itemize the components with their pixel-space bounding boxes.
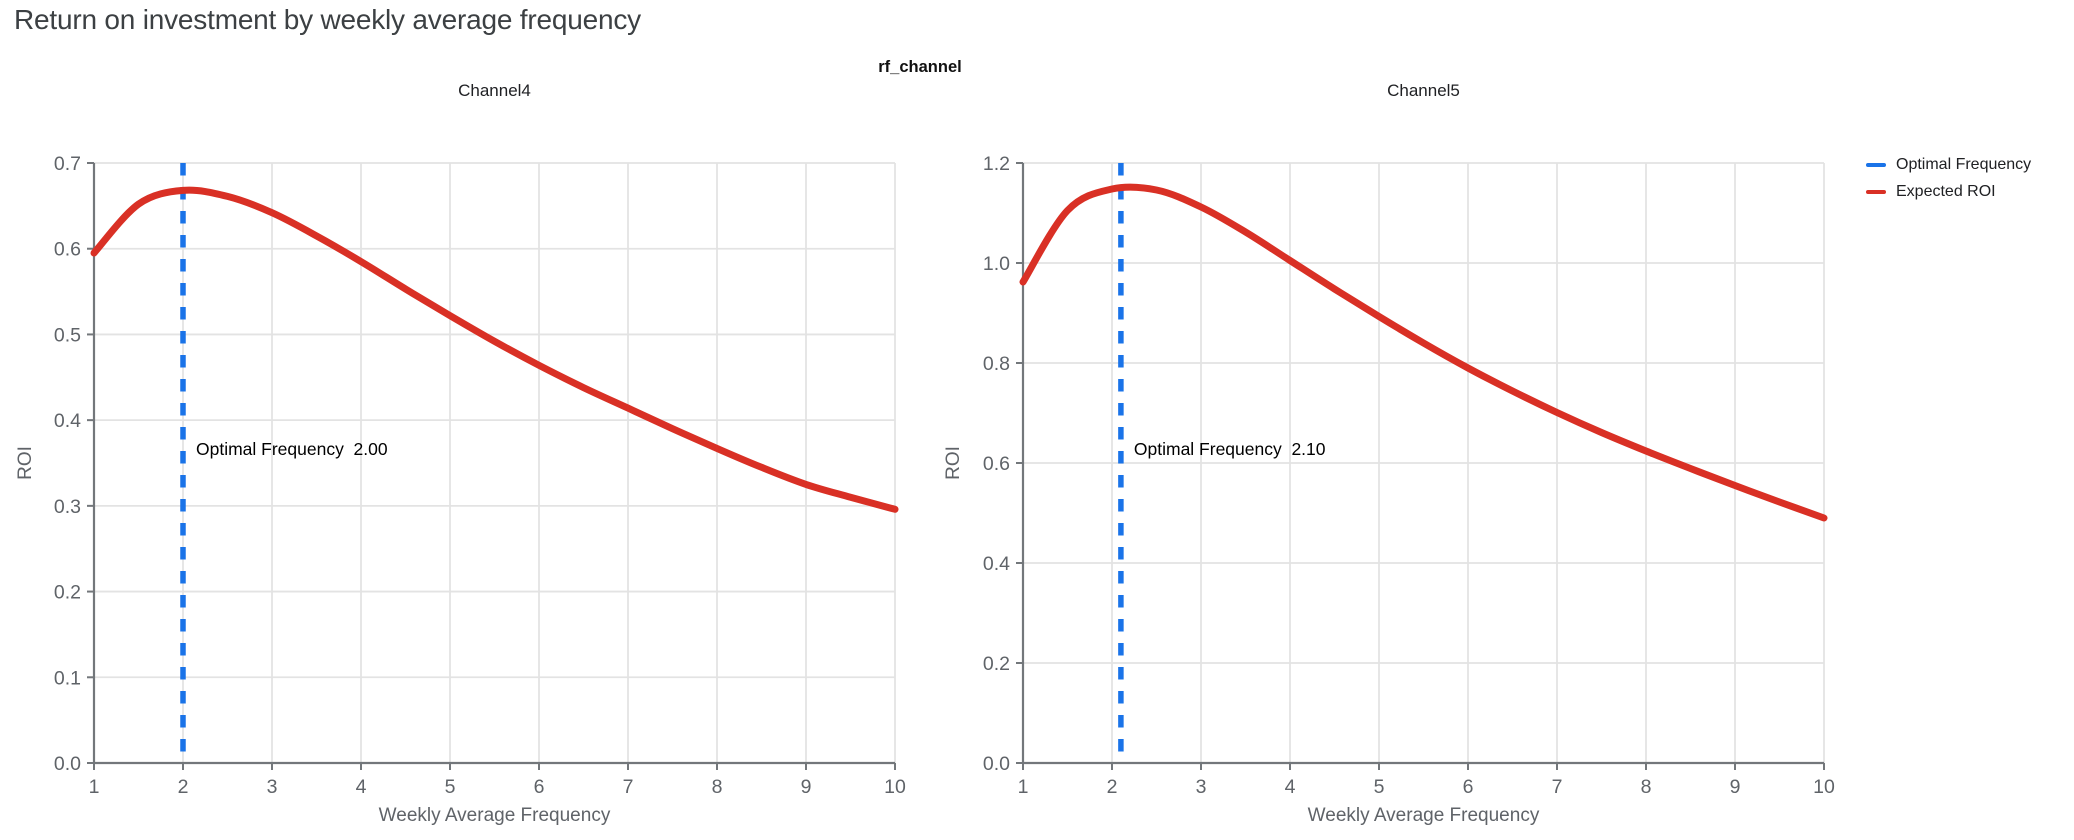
y-tick-label: 0.6 xyxy=(983,453,1010,475)
expected-roi-curve xyxy=(1019,183,1828,522)
legend-label-optimal-frequency: Optimal Frequency xyxy=(1896,156,2032,173)
y-tick-label: 0.4 xyxy=(54,410,81,432)
x-tick-label: 3 xyxy=(1196,776,1207,798)
legend-label-expected-roi: Expected ROI xyxy=(1896,183,1996,200)
x-tick-label: 5 xyxy=(1374,776,1385,798)
y-tick-label: 0.4 xyxy=(983,553,1010,575)
subplot-title-channel4: Channel4 xyxy=(458,81,531,100)
y-tick-label: 0.2 xyxy=(983,653,1010,675)
x-axis-title-right: Weekly Average Frequency xyxy=(1307,805,1540,826)
expected-roi-curve xyxy=(90,186,899,513)
optimal-frequency-annotation-channel4: Optimal Frequency 2.00 xyxy=(196,439,388,459)
expected-roi-line-swatch xyxy=(1866,190,1886,194)
x-tick-label: 6 xyxy=(534,776,545,798)
x-tick-label: 10 xyxy=(1813,776,1835,798)
legend: Optimal Frequency Expected ROI xyxy=(1866,156,2031,201)
x-tick-label: 1 xyxy=(89,776,100,798)
page-title: Return on investment by weekly average f… xyxy=(14,4,641,35)
x-tick-label: 2 xyxy=(1107,776,1118,798)
y-tick-label: 0.1 xyxy=(54,667,81,689)
y-tick-label: 0.0 xyxy=(983,753,1010,775)
x-tick-label: 4 xyxy=(1285,776,1296,798)
y-tick-label: 1.0 xyxy=(983,253,1010,275)
x-tick-label: 5 xyxy=(445,776,456,798)
y-tick-label: 0.0 xyxy=(54,753,81,775)
y-tick-label: 0.5 xyxy=(54,324,81,346)
x-tick-label: 9 xyxy=(801,776,812,798)
x-tick-label: 8 xyxy=(712,776,723,798)
y-tick-label: 0.3 xyxy=(54,496,81,518)
y-tick-label: 0.6 xyxy=(54,239,81,261)
x-tick-label: 4 xyxy=(356,776,367,798)
subplot-title-channel5: Channel5 xyxy=(1387,81,1460,100)
y-axis-title-left: ROI xyxy=(15,446,36,480)
x-tick-label: 10 xyxy=(884,776,906,798)
y-axis-title-right: ROI xyxy=(943,446,964,480)
legend-item-optimal-frequency: Optimal Frequency xyxy=(1866,156,2031,174)
x-tick-label: 1 xyxy=(1018,776,1029,798)
y-tick-label: 1.2 xyxy=(983,153,1010,175)
x-tick-label: 2 xyxy=(178,776,189,798)
x-tick-label: 3 xyxy=(267,776,278,798)
x-axis-title-left: Weekly Average Frequency xyxy=(378,805,611,826)
x-tick-label: 9 xyxy=(1730,776,1741,798)
optimal-frequency-annotation-channel5: Optimal Frequency 2.10 xyxy=(1133,439,1326,459)
legend-item-expected-roi: Expected ROI xyxy=(1866,183,2031,201)
x-tick-label: 6 xyxy=(1463,776,1474,798)
optimal-frequency-line-swatch xyxy=(1866,163,1886,167)
facet-title: rf_channel xyxy=(878,58,962,76)
y-tick-label: 0.2 xyxy=(54,582,81,604)
x-tick-label: 8 xyxy=(1641,776,1652,798)
y-tick-label: 0.8 xyxy=(983,353,1010,375)
x-tick-label: 7 xyxy=(623,776,634,798)
x-tick-label: 7 xyxy=(1552,776,1563,798)
y-tick-label: 0.7 xyxy=(54,153,81,175)
